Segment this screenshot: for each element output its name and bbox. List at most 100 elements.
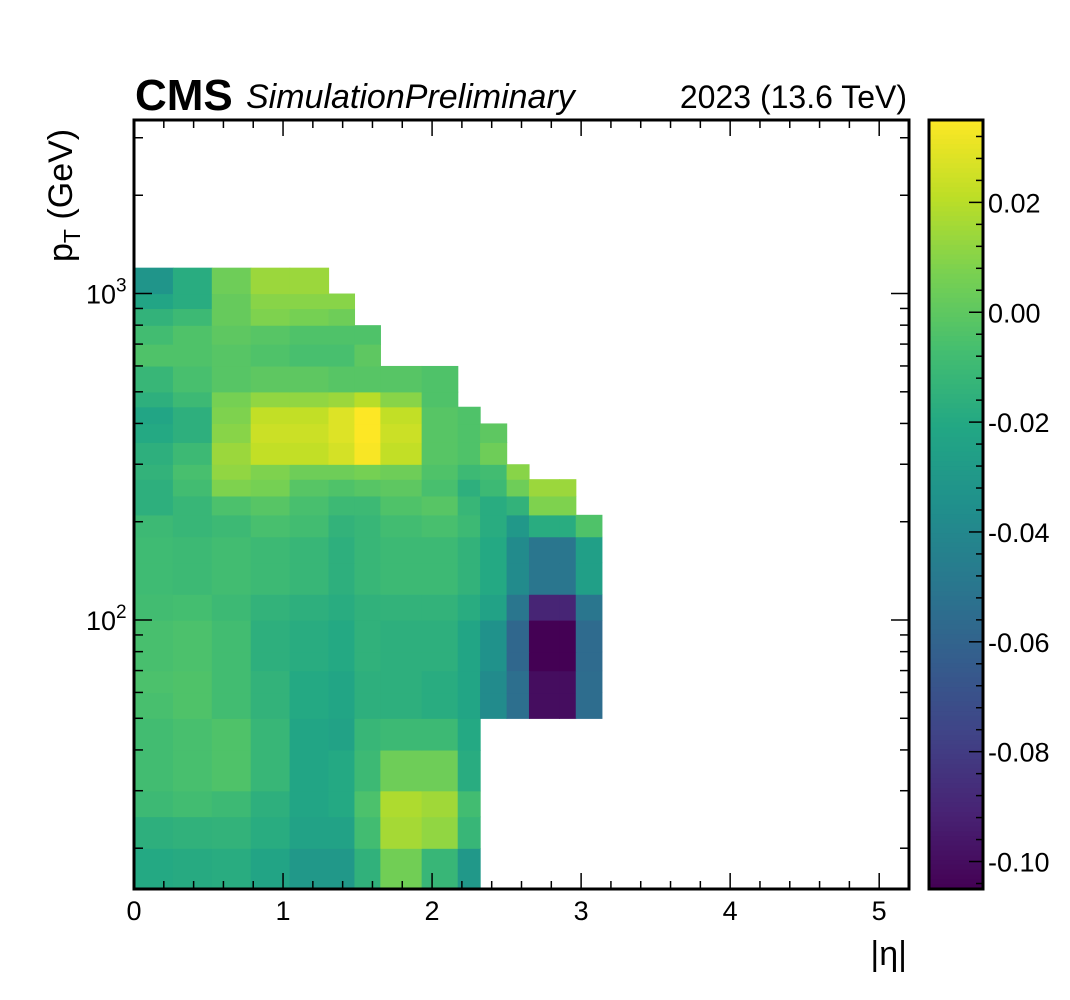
heatmap-cell — [528, 479, 560, 497]
colorbar-band — [929, 490, 983, 496]
heatmap-cell — [328, 670, 356, 694]
colorbar-band — [929, 389, 983, 395]
colorbar-band — [929, 826, 983, 833]
status-label: SimulationPreliminary — [246, 78, 577, 116]
heatmap-cell — [289, 670, 330, 694]
heatmap-cell — [354, 718, 381, 751]
heatmap-cell — [528, 594, 560, 621]
heatmap-cell — [457, 514, 481, 538]
x-tick-label: 4 — [723, 896, 738, 926]
heatmap-cell — [134, 391, 174, 408]
lumi-label: 2023 (13.6 TeV) — [680, 79, 907, 115]
heatmap-cell — [328, 790, 356, 818]
heatmap-cell — [380, 651, 423, 672]
colorbar-band — [929, 168, 983, 174]
x-tick-label: 2 — [425, 896, 440, 926]
heatmap-cell — [250, 391, 291, 408]
colorbar-band — [929, 509, 983, 515]
heatmap-cell — [211, 536, 252, 564]
colorbar-tick-label: -0.02 — [988, 408, 1050, 438]
colorbar-band — [929, 812, 983, 818]
colorbar-band — [929, 278, 983, 285]
heatmap-cell — [289, 406, 330, 425]
heatmap-cell — [354, 423, 381, 443]
heatmap-cell — [480, 670, 508, 694]
colorbar-band — [929, 163, 983, 169]
heatmap-cell — [289, 692, 330, 719]
heatmap-cell — [211, 423, 252, 443]
colorbar-band — [929, 778, 983, 785]
heatmap-cell — [211, 594, 252, 621]
heatmap-cell — [457, 670, 481, 694]
colorbar-band — [929, 571, 983, 578]
heatmap-cell — [328, 365, 356, 393]
heatmap-cell — [134, 536, 174, 564]
colorbar-band — [929, 576, 983, 583]
heatmap-cell — [328, 479, 356, 497]
heatmap-cell — [575, 594, 603, 621]
colorbar-band — [929, 398, 983, 405]
heatmap-cell — [480, 423, 508, 443]
heatmap-cell — [528, 514, 560, 538]
heatmap-cell — [559, 495, 577, 516]
heatmap-cell — [250, 816, 291, 849]
heatmap-cell — [480, 562, 508, 595]
colorbar-band — [929, 225, 983, 232]
colorbar-band — [929, 764, 983, 770]
colorbar-band — [929, 393, 983, 400]
colorbar-band — [929, 283, 983, 290]
colorbar-band — [929, 595, 983, 602]
colorbar-band — [929, 172, 983, 179]
y-axis-label: pT (GeV) — [42, 129, 85, 262]
heatmap-cell — [328, 718, 356, 751]
heatmap-cell — [250, 670, 291, 694]
heatmap-cell — [328, 692, 356, 719]
heatmap-cell — [211, 464, 252, 480]
heatmap-cell — [421, 562, 459, 595]
colorbar-band — [929, 326, 983, 333]
colorbar-band — [929, 759, 983, 765]
heatmap-cell — [172, 495, 213, 516]
heatmap-cell — [354, 848, 381, 890]
heatmap-cell — [354, 594, 381, 621]
heatmap-cell — [328, 293, 356, 310]
heatmap-cell — [134, 594, 174, 621]
x-tick-label: 1 — [276, 896, 291, 926]
colorbar-band — [929, 562, 983, 568]
colorbar-band — [929, 744, 983, 751]
heatmap-cell — [575, 670, 603, 694]
heatmap-cell — [421, 464, 459, 480]
heatmap-cell — [289, 594, 330, 621]
heatmap-cell — [134, 514, 174, 538]
heatmap-cell — [250, 562, 291, 595]
colorbar-band — [929, 538, 983, 544]
heatmap-cell — [480, 620, 508, 653]
heatmap-cell — [421, 692, 459, 719]
heatmap-cell — [575, 562, 603, 595]
colorbar-band — [929, 557, 983, 563]
heatmap-cell — [289, 391, 330, 408]
heatmap-cell — [134, 423, 174, 443]
heatmap-cell — [134, 718, 174, 751]
heatmap-cells — [134, 267, 603, 890]
heatmap-cell — [457, 620, 481, 653]
colorbar-band — [929, 331, 983, 338]
heatmap-cell — [421, 442, 459, 465]
heatmap-cell — [172, 816, 213, 849]
heatmap-cell — [250, 790, 291, 818]
colorbar-band — [929, 259, 983, 265]
heatmap-cell — [380, 562, 423, 595]
colorbar-band — [929, 504, 983, 511]
heatmap-cell — [506, 464, 530, 480]
colorbar-band — [929, 153, 983, 160]
heatmap-cell — [211, 749, 252, 792]
colorbar-band — [929, 754, 983, 761]
heatmap-cell — [250, 536, 291, 564]
heatmap-cell — [559, 594, 577, 621]
heatmap-cell — [289, 344, 330, 367]
colorbar-band — [929, 230, 983, 237]
colorbar-band — [929, 514, 983, 520]
heatmap-cell — [457, 594, 481, 621]
colorbar-band — [929, 648, 983, 655]
